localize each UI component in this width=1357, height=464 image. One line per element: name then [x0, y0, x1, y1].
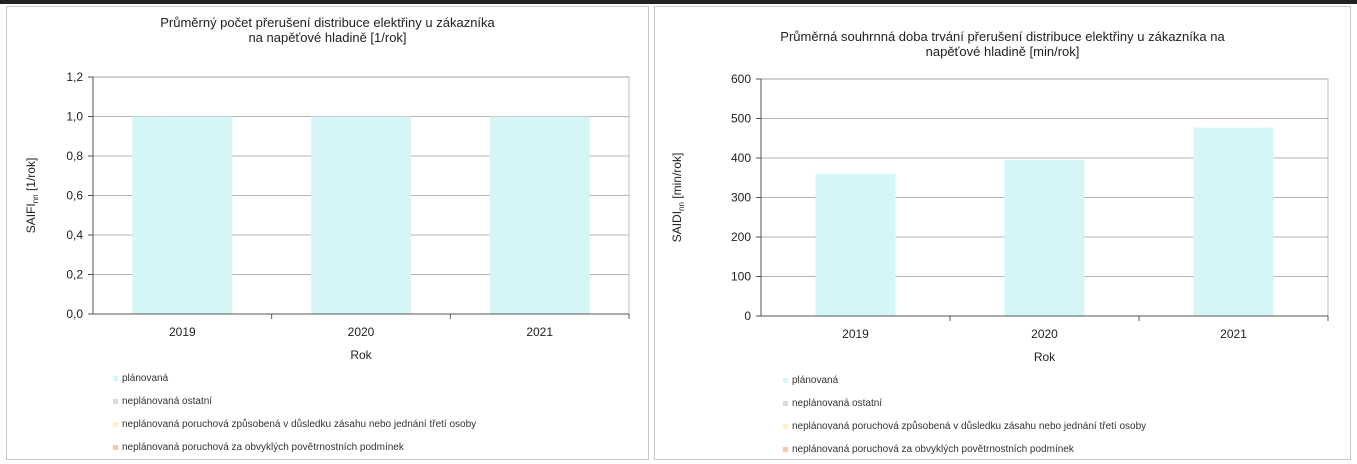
y-tick-label: 500 [731, 112, 751, 126]
x-tick-label: 2019 [169, 325, 196, 339]
x-tick-label: 2021 [1220, 327, 1247, 341]
y-tick-label: 400 [731, 151, 751, 165]
legend-swatch [113, 399, 118, 404]
legend-item: neplánovaná poruchová za obvyklých povět… [113, 436, 476, 459]
legend-item: neplánovaná ostatní [783, 392, 1146, 415]
page-header-strip [0, 0, 1357, 4]
legend-item: neplánovaná poruchová způsobená v důsled… [783, 415, 1146, 438]
legend-swatch [783, 424, 788, 429]
legend-swatch [113, 376, 118, 381]
x-tick-label: 2020 [348, 325, 375, 339]
x-tick-label: 2020 [1031, 327, 1058, 341]
legend-swatch [113, 422, 118, 427]
y-tick-label: 100 [731, 270, 751, 284]
chart-title-line: Průměrná souhrnná doba trvání přerušení … [780, 29, 1225, 44]
legend-label: plánovaná [122, 373, 169, 384]
legend-label: neplánovaná poruchová za obvyklých povět… [122, 442, 404, 453]
y-tick-label: 600 [731, 72, 751, 86]
y-tick-label: 0,8 [66, 149, 83, 163]
y-tick-label: 0,0 [66, 307, 83, 321]
y-tick-label: 0 [744, 309, 751, 323]
legend-item: neplánovaná ostatní [113, 390, 476, 413]
legend-label: neplánovaná ostatní [792, 398, 883, 409]
legend-item: plánovaná [783, 369, 1146, 392]
legend-swatch [113, 445, 118, 450]
bar [1004, 159, 1085, 316]
chart-title-line: na napěťové hladině [1/rok] [248, 30, 407, 45]
legend-label: neplánovaná ostatní [122, 396, 213, 407]
chart-title-line: Průměrný počet přerušení distribuce elek… [160, 15, 495, 30]
x-axis-title: Rok [1034, 350, 1056, 364]
bar [489, 116, 590, 314]
legend-swatch [783, 447, 788, 452]
x-tick-label: 2019 [842, 327, 869, 341]
x-axis-title: Rok [350, 348, 372, 362]
chart-title: Průměrná souhrnná doba trvání přerušení … [655, 29, 1350, 59]
bar [1193, 127, 1274, 317]
legend-label: neplánovaná poruchová způsobená v důsled… [792, 421, 1147, 432]
chart-legend: plánovaná neplánovaná ostatní neplánovaná … [113, 367, 476, 459]
bar [815, 173, 896, 316]
saidi-bar-chart: 0 100 200 300 400 500 600 2019 2020 2021 Rok SAIDIn… [670, 72, 1329, 364]
legend-item: neplánovaná poruchová za obvyklých povět… [783, 438, 1146, 461]
chart-title-line: napěťové hladině [min/rok] [925, 44, 1080, 59]
y-tick-label: 0,4 [66, 228, 83, 242]
y-axis-title: SAIDInn [min/rok] [670, 153, 686, 243]
legend-swatch [783, 401, 788, 406]
y-tick-label: 300 [731, 191, 751, 205]
legend-item: plánovaná [113, 367, 476, 390]
chart-panel-saidi: Průměrná souhrnná doba trvání přerušení … [654, 6, 1351, 460]
chart-panel-saifi: Průměrný počet přerušení distribuce elek… [6, 6, 649, 460]
chart-title: Průměrný počet přerušení distribuce elek… [7, 15, 648, 45]
legend-item: neplánovaná poruchová způsobená v důsled… [113, 413, 476, 436]
x-tick-label: 2021 [526, 325, 553, 339]
y-tick-label: 200 [731, 230, 751, 244]
y-tick-label: 1,0 [66, 110, 83, 124]
y-tick-label: 0,6 [66, 189, 83, 203]
saifi-bar-chart: 0,0 0,2 0,4 0,6 0,8 1,0 1,2 2019 2020 2021 Rok SAIF… [24, 70, 630, 362]
y-axis-title: SAIFInn [1/rok] [24, 158, 40, 234]
legend-label: plánovaná [792, 375, 839, 386]
y-tick-label: 0,2 [66, 268, 83, 282]
bar [311, 116, 411, 314]
legend-swatch [783, 378, 788, 383]
legend-label: neplánovaná poruchová za obvyklých povět… [792, 444, 1074, 455]
bar [132, 116, 233, 314]
chart-legend: plánovaná neplánovaná ostatní neplánovaná … [783, 369, 1146, 461]
y-tick-label: 1,2 [66, 70, 83, 84]
legend-label: neplánovaná poruchová způsobená v důsled… [122, 419, 477, 430]
